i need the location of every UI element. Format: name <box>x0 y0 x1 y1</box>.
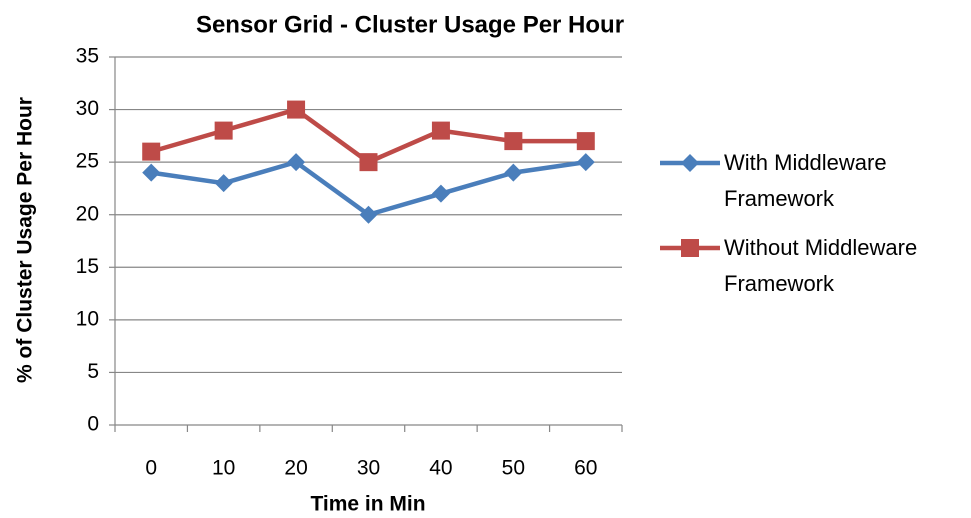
y-tick-label: 30 <box>76 97 99 120</box>
y-tick-label: 20 <box>76 202 99 225</box>
x-tick-label: 40 <box>429 457 452 480</box>
marker <box>214 121 233 140</box>
marker <box>681 154 699 172</box>
marker <box>287 100 306 119</box>
y-tick-label: 10 <box>76 307 99 330</box>
x-tick-label: 30 <box>357 457 380 480</box>
marker <box>359 153 378 172</box>
y-tick-label: 0 <box>87 413 99 436</box>
marker <box>142 142 161 161</box>
chart-title: Sensor Grid - Cluster Usage Per Hour <box>196 11 624 38</box>
x-tick-label: 60 <box>574 457 597 480</box>
y-tick-label: 35 <box>76 45 99 68</box>
marker <box>359 205 378 224</box>
marker <box>504 132 523 151</box>
y-tick-label: 15 <box>76 255 99 278</box>
marker <box>431 121 450 140</box>
x-tick-label: 10 <box>212 457 235 480</box>
marker <box>576 153 595 172</box>
marker <box>681 239 699 257</box>
legend-label: Without Middleware Framework <box>724 235 918 296</box>
marker <box>576 132 595 151</box>
x-axis-label: Time in Min <box>310 493 425 516</box>
y-tick-label: 5 <box>87 360 99 383</box>
x-tick-label: 20 <box>284 457 307 480</box>
legend-label: With Middleware Framework <box>724 150 887 211</box>
y-tick-label: 25 <box>76 150 99 173</box>
marker <box>431 184 450 203</box>
y-axis-label: % of Cluster Usage Per Hour <box>14 97 37 383</box>
marker <box>287 153 306 172</box>
x-tick-label: 0 <box>145 457 157 480</box>
marker <box>142 163 161 182</box>
marker <box>504 163 523 182</box>
x-tick-label: 50 <box>502 457 525 480</box>
marker <box>214 174 233 193</box>
